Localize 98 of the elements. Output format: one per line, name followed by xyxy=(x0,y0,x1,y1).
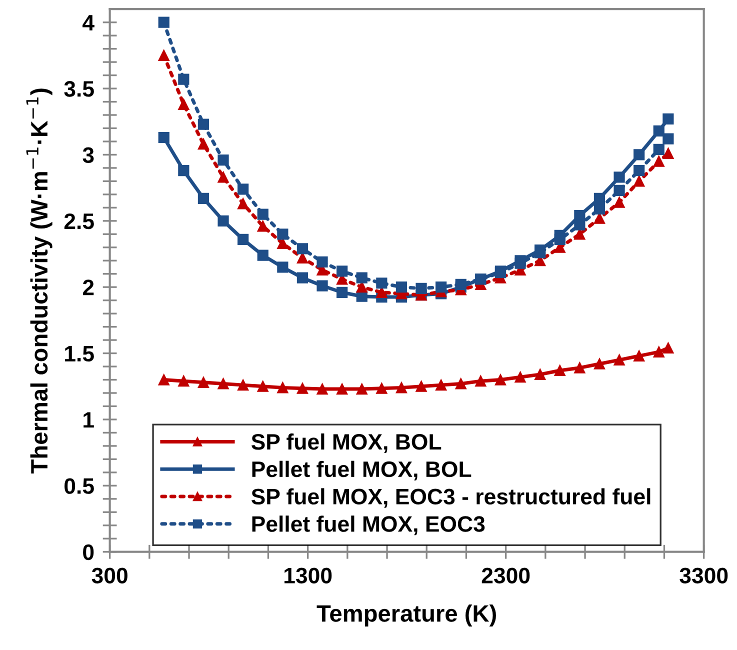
point xyxy=(198,138,210,150)
legend-label: Pellet fuel MOX, EOC3 xyxy=(252,516,485,536)
point xyxy=(653,156,664,167)
point xyxy=(336,383,348,395)
point xyxy=(158,374,170,386)
x-tick-label: 3300 xyxy=(680,568,728,584)
point xyxy=(594,192,606,204)
point xyxy=(634,350,645,362)
point xyxy=(614,354,625,366)
point xyxy=(316,383,328,395)
point xyxy=(158,132,170,144)
point xyxy=(662,113,674,125)
x-tick-label: 1300 xyxy=(284,568,332,584)
point xyxy=(277,228,288,240)
point xyxy=(416,282,427,294)
point xyxy=(514,258,526,269)
point xyxy=(455,378,466,390)
y-tick-label: 0 xyxy=(83,544,94,560)
point xyxy=(396,282,408,293)
point xyxy=(416,380,427,392)
point xyxy=(238,198,249,210)
point xyxy=(158,50,170,61)
point xyxy=(594,358,606,370)
point xyxy=(534,368,546,380)
point xyxy=(316,280,328,292)
point xyxy=(376,382,388,394)
point xyxy=(336,286,348,298)
point xyxy=(218,172,229,183)
point xyxy=(574,362,586,374)
point xyxy=(494,374,506,386)
point xyxy=(554,234,566,245)
y-tick-label: 4 xyxy=(82,15,94,30)
point xyxy=(534,247,546,258)
point xyxy=(436,380,447,391)
point xyxy=(634,176,645,187)
point xyxy=(316,256,328,268)
point xyxy=(178,165,190,176)
point xyxy=(594,203,606,215)
point xyxy=(653,346,664,358)
point xyxy=(356,383,368,395)
point xyxy=(198,192,210,204)
y-tick-label: 3.5 xyxy=(64,81,94,97)
point xyxy=(277,382,288,394)
point xyxy=(218,378,229,390)
point xyxy=(634,165,645,176)
point xyxy=(436,282,447,293)
point xyxy=(238,234,249,245)
point xyxy=(554,364,566,376)
point xyxy=(634,149,645,160)
point xyxy=(614,172,625,183)
x-axis-title: Temperature (K) xyxy=(316,604,496,627)
point xyxy=(396,382,408,394)
point xyxy=(198,118,210,130)
point xyxy=(178,98,190,110)
point xyxy=(662,148,674,159)
point xyxy=(257,250,268,261)
point xyxy=(296,243,308,254)
point xyxy=(662,342,674,354)
y-tick-label: 1 xyxy=(84,412,94,428)
point xyxy=(574,219,586,230)
y-tick-label: 2.5 xyxy=(64,213,94,230)
point xyxy=(296,272,308,284)
point xyxy=(158,16,170,28)
point xyxy=(614,184,625,196)
legend-label: Pellet fuel MOX, BOL xyxy=(252,460,472,480)
point xyxy=(662,133,674,144)
legend-label: SP fuel MOX, EOC3 - restructured fuel xyxy=(251,488,650,508)
point xyxy=(356,272,368,284)
point xyxy=(257,380,268,392)
x-tick-label: 300 xyxy=(92,568,128,584)
y-tick-label: 0.5 xyxy=(64,478,94,494)
point xyxy=(376,278,388,289)
point xyxy=(277,262,288,273)
y-axis-title: Thermal conductivity (W·m$^{−1}$·K$^{−1}$) xyxy=(26,88,52,474)
point xyxy=(653,144,664,155)
point xyxy=(218,215,229,226)
point xyxy=(455,278,466,290)
point xyxy=(296,382,308,394)
point xyxy=(574,228,586,240)
legend-label: SP fuel MOX, BOL xyxy=(251,433,442,453)
point xyxy=(475,376,486,387)
y-tick-label: 2 xyxy=(82,280,94,296)
y-tick-label: 1.5 xyxy=(65,346,94,362)
point xyxy=(257,208,268,220)
point xyxy=(178,376,190,387)
point xyxy=(653,125,664,136)
point xyxy=(218,154,229,166)
point xyxy=(356,282,368,293)
point xyxy=(238,184,249,195)
point xyxy=(178,74,190,85)
point xyxy=(514,372,526,383)
point xyxy=(257,220,268,232)
point xyxy=(336,266,348,277)
point xyxy=(614,196,625,208)
point xyxy=(238,380,249,391)
x-tick-label: 2300 xyxy=(482,568,530,584)
y-tick-label: 3 xyxy=(82,147,94,164)
point xyxy=(198,376,210,388)
